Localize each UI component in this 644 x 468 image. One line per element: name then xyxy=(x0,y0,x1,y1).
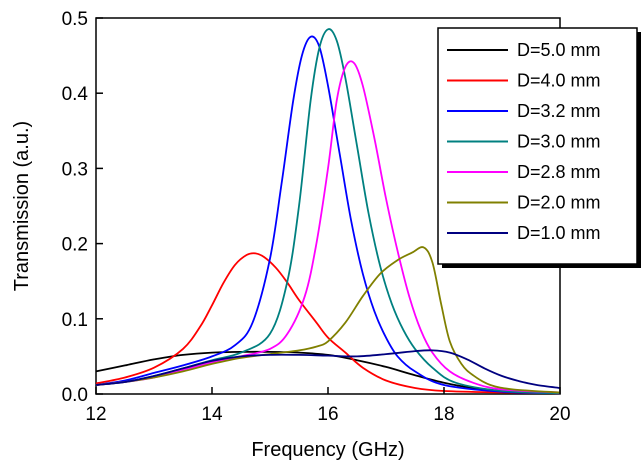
x-tick-label: 14 xyxy=(201,404,223,425)
y-tick-label: 0.0 xyxy=(62,385,88,406)
x-tick-label: 18 xyxy=(433,404,454,425)
y-tick-label: 0.1 xyxy=(62,310,88,331)
y-tick-label: 0.4 xyxy=(62,84,89,105)
y-tick-label: 0.3 xyxy=(62,159,88,180)
x-tick-label: 16 xyxy=(317,404,338,425)
x-tick-label: 20 xyxy=(549,404,570,425)
legend-items: D=5.0 mm D=4.0 mm D=3.2 mm D=3.0 mm D=2.8 mm… xyxy=(447,40,601,243)
series-line-d-2-8-mm xyxy=(95,60,561,394)
legend: D=5.0 mm D=4.0 mm D=3.2 mm D=3.0 mm D=2.8 mm… xyxy=(437,27,641,268)
y-axis-title: Transmission (a.u.) xyxy=(11,121,33,291)
legend-box xyxy=(437,27,638,265)
legend-label: D=5.0 mm xyxy=(517,40,601,60)
y-tick-label: 0.5 xyxy=(62,9,88,30)
series-line-d-1-0-mm xyxy=(95,349,561,389)
series-layer xyxy=(95,28,561,395)
series-line-d-3-2-mm xyxy=(95,35,561,395)
legend-label: D=3.2 mm xyxy=(517,101,601,121)
x-tick-label: 12 xyxy=(85,404,106,425)
legend-label: D=2.0 mm xyxy=(517,193,601,213)
legend-label: D=4.0 mm xyxy=(517,71,601,91)
series-line-d-4-0-mm xyxy=(95,252,561,395)
legend-label: D=1.0 mm xyxy=(517,223,601,243)
legend-label: D=2.8 mm xyxy=(517,162,601,182)
y-tick-label: 0.2 xyxy=(62,235,88,256)
ticks-layer: 12 14 16 18 20 0.0 0.1 0.2 0.3 0.4 0.5 xyxy=(62,9,571,425)
x-axis-title: Frequency (GHz) xyxy=(251,439,404,461)
series-line-d-2-0-mm xyxy=(95,246,561,394)
legend-label: D=3.0 mm xyxy=(517,132,601,152)
